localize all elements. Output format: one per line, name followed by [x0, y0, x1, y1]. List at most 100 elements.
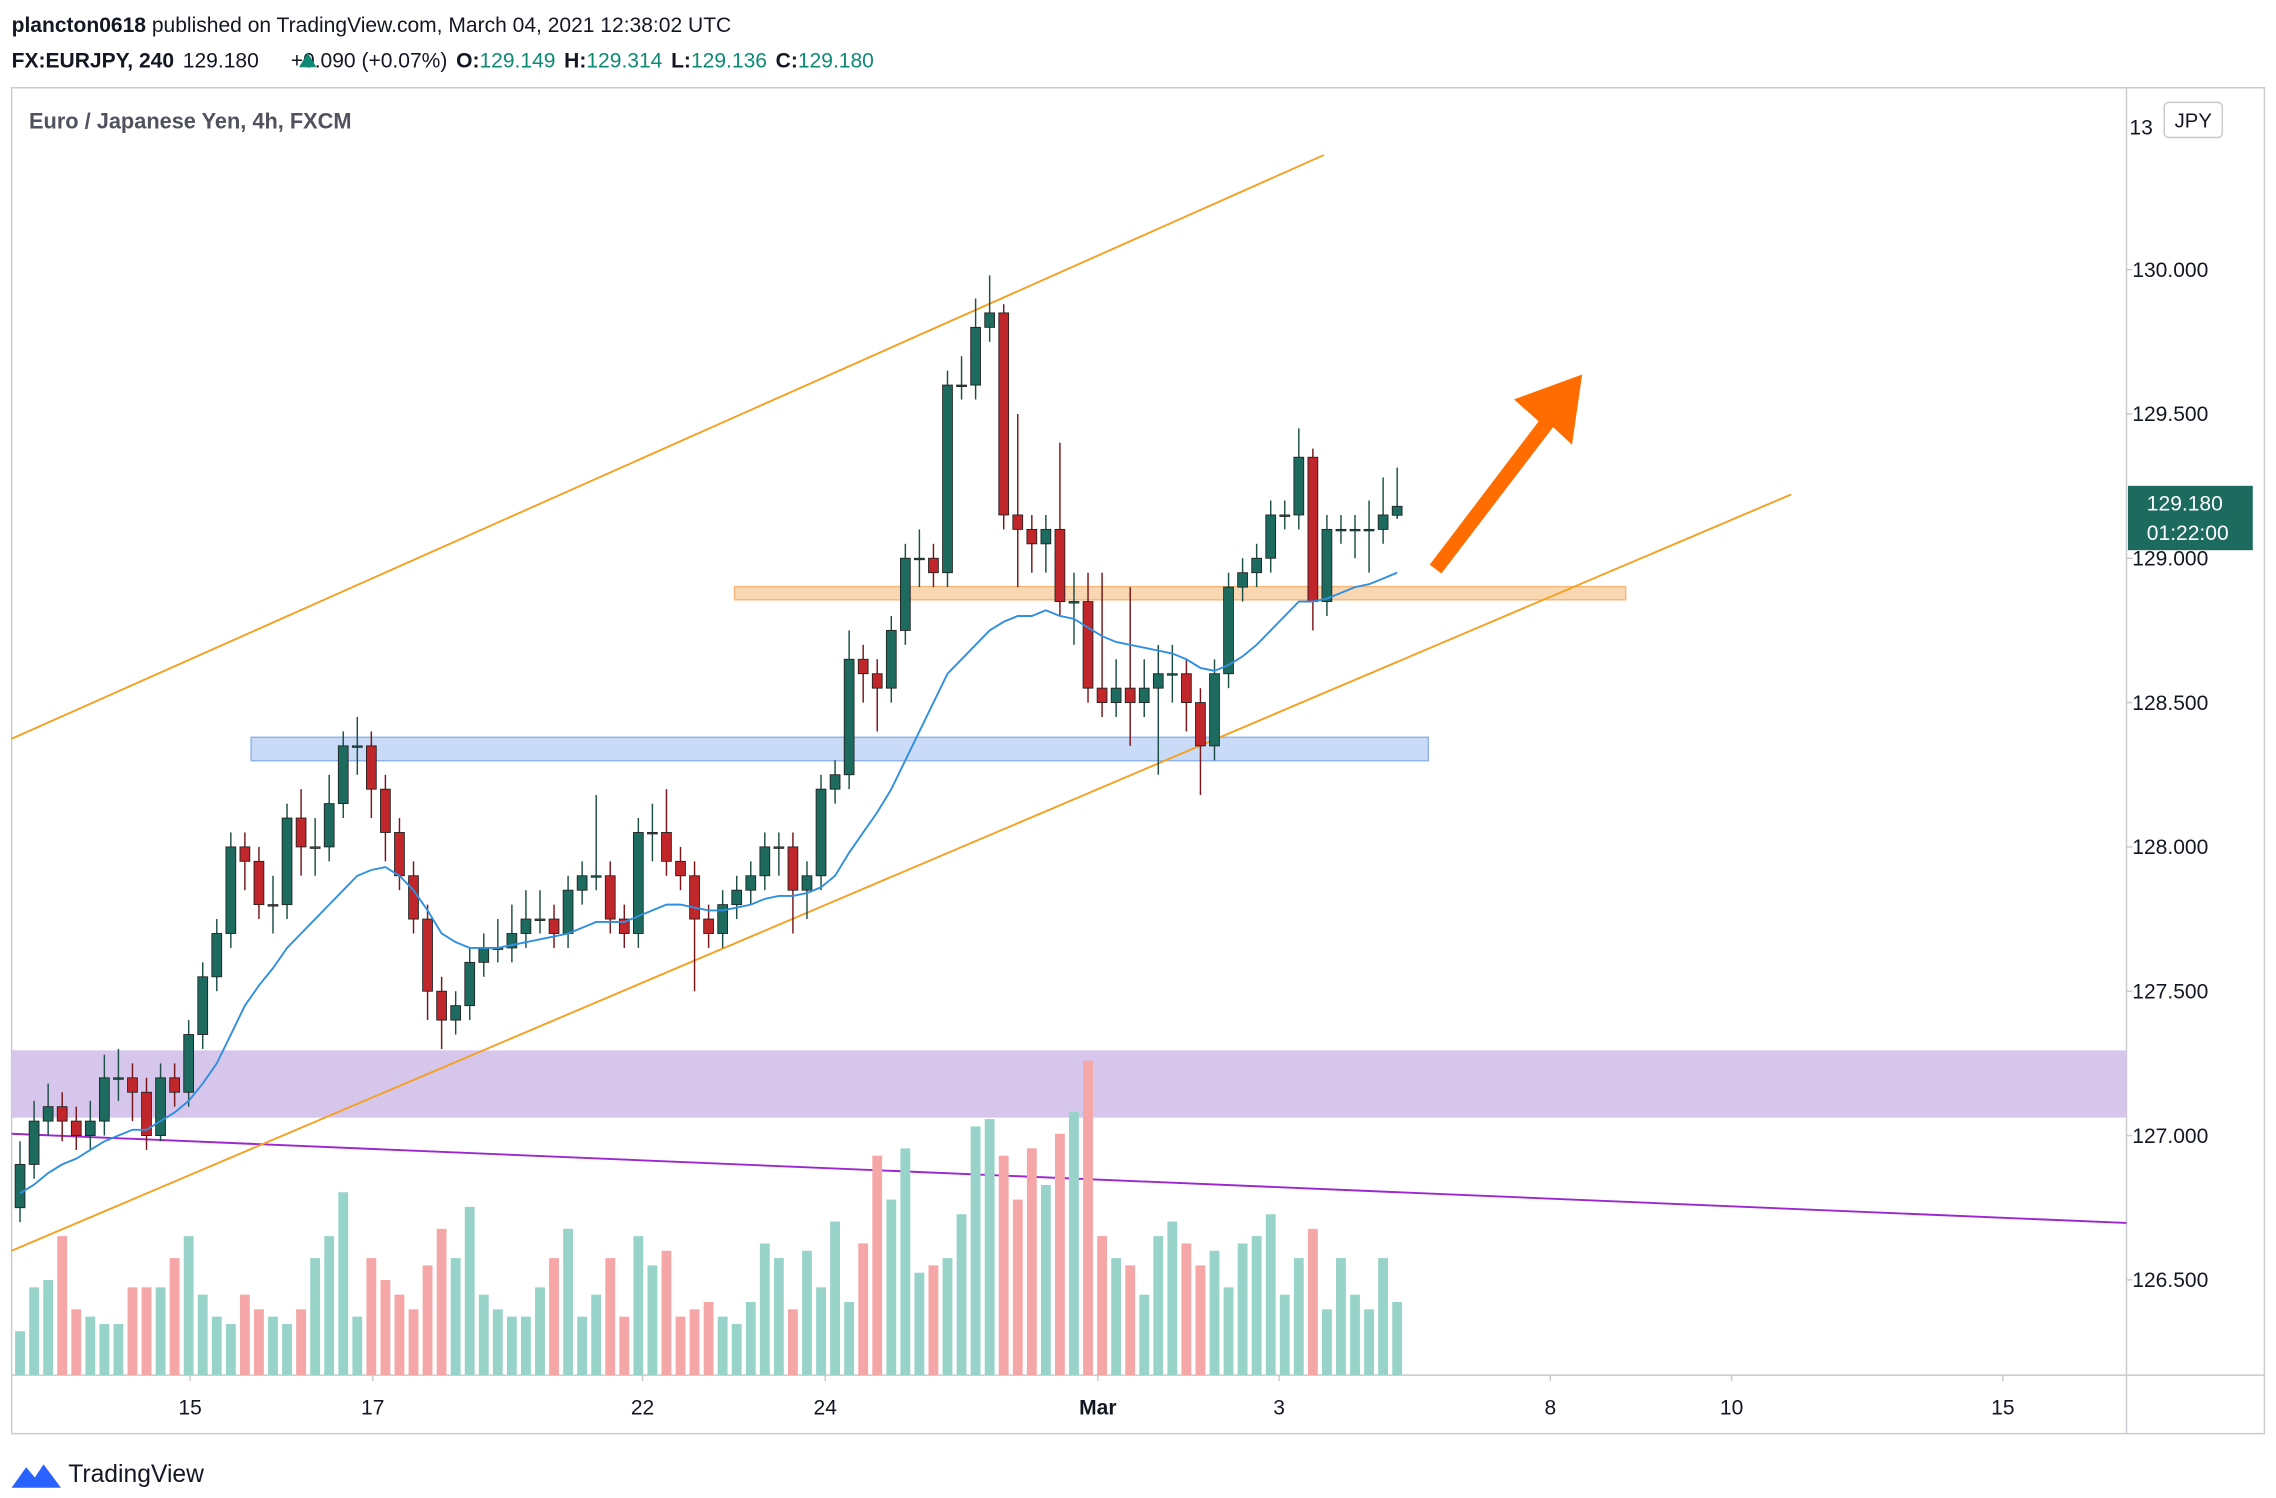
x-tick-label: 22	[631, 1397, 654, 1420]
candle-body	[801, 875, 813, 891]
volume-bar	[591, 1294, 602, 1376]
candle-body	[576, 875, 588, 891]
volume-bar	[675, 1316, 686, 1376]
volume-bar	[1321, 1309, 1332, 1376]
candle-body	[1265, 514, 1277, 559]
volume-bar	[563, 1228, 574, 1376]
volume-bar	[1069, 1111, 1079, 1376]
arrow	[1429, 374, 1583, 574]
volume-bar	[1139, 1294, 1150, 1376]
candle-body	[661, 832, 672, 862]
channel-top	[11, 154, 1325, 740]
candle-body	[1138, 687, 1150, 704]
candle-body	[928, 557, 939, 574]
h: 129.314	[586, 49, 662, 72]
candle-body	[365, 745, 377, 790]
volume-bar	[1209, 1250, 1220, 1376]
volume-bar	[71, 1309, 82, 1376]
candle-body	[1110, 687, 1122, 704]
published: published on TradingView.com, March 04, …	[146, 14, 731, 37]
volume-bar	[1378, 1258, 1389, 1376]
x-tick-label: 15	[178, 1397, 201, 1420]
plot	[14, 275, 1403, 1376]
candle-body	[829, 774, 841, 790]
volume-bar	[141, 1287, 152, 1376]
candle-body	[267, 904, 279, 907]
x-tick-label: 8	[1544, 1397, 1556, 1420]
volume-bar	[1111, 1258, 1122, 1376]
volume-bar	[380, 1280, 391, 1376]
volume-bar	[759, 1243, 770, 1376]
volume-bar	[549, 1258, 559, 1376]
candle-body	[183, 1034, 195, 1093]
volume-bar	[1040, 1184, 1051, 1376]
volume-bar	[85, 1316, 96, 1376]
axes: 126.500 127.000 127.500 128.000 128.500 129.0…	[178, 259, 2253, 1420]
volume-bar	[1392, 1301, 1403, 1376]
volume-bar	[788, 1309, 798, 1376]
candle-body	[534, 918, 546, 921]
candle-body	[745, 875, 757, 891]
volume-bar	[619, 1316, 630, 1376]
volume-bar	[99, 1323, 110, 1376]
volume-bar	[1265, 1214, 1276, 1376]
volume-bar	[211, 1316, 222, 1376]
brand: TradingView	[68, 1461, 204, 1488]
countdown: 01:22:00	[2147, 522, 2229, 545]
candle-body	[1335, 528, 1347, 532]
volume-bar	[254, 1309, 264, 1376]
candle-body	[436, 990, 447, 1021]
candle-body	[56, 1106, 68, 1122]
volume-bar	[900, 1148, 911, 1376]
candle-body	[99, 1077, 110, 1122]
candle-body	[422, 918, 433, 992]
candle-body	[211, 933, 223, 978]
volume-bar	[858, 1243, 869, 1376]
candle-body	[1209, 673, 1220, 747]
candle-body	[871, 673, 883, 689]
volume-bar	[928, 1265, 939, 1376]
price: 129.180	[183, 49, 259, 72]
candle-body	[225, 846, 237, 934]
symbol-line: FX:EURJPY, 240 129.180 +0.090 (+0.07%) O:12…	[12, 49, 874, 72]
o-label: O:	[456, 49, 479, 72]
volume-bar	[1223, 1287, 1234, 1376]
volume-bar	[717, 1316, 728, 1376]
volume-bar	[464, 1206, 475, 1376]
volume-bar	[844, 1301, 855, 1376]
volume-bar	[324, 1236, 335, 1376]
candle-body	[323, 803, 335, 848]
volume-bar	[535, 1287, 545, 1376]
candle-body	[1068, 601, 1080, 604]
candle-body	[1195, 702, 1206, 747]
volume-bar	[1279, 1294, 1290, 1376]
candle-body	[281, 817, 293, 906]
volume-bar	[816, 1287, 826, 1376]
candle-body	[857, 658, 869, 675]
volume-bar	[886, 1199, 897, 1376]
candle-body	[1391, 505, 1403, 516]
candle-body	[815, 788, 827, 877]
logo-mark	[11, 1464, 61, 1488]
x-tick-label: 17	[361, 1397, 384, 1420]
volume-bar	[998, 1155, 1009, 1376]
candle-body	[970, 326, 981, 386]
volume-bar	[1125, 1265, 1136, 1376]
currency-badge	[2163, 101, 2224, 139]
volume-bar	[1026, 1148, 1037, 1376]
candle-body	[759, 846, 771, 877]
candle-body	[1181, 673, 1192, 704]
candle-body	[1251, 557, 1263, 574]
volume-bar	[942, 1258, 953, 1376]
volume-bar	[15, 1331, 25, 1376]
x-tick-label: Mar	[1079, 1397, 1116, 1420]
candle-body	[998, 312, 1010, 516]
candle-body	[113, 1077, 124, 1080]
volume-bar	[703, 1301, 714, 1376]
volume-bar	[282, 1323, 292, 1376]
y-tick-label: 127.000	[2132, 1125, 2208, 1148]
candle-body	[689, 875, 700, 920]
volume-bar	[633, 1236, 644, 1376]
candle-body	[1124, 687, 1136, 704]
